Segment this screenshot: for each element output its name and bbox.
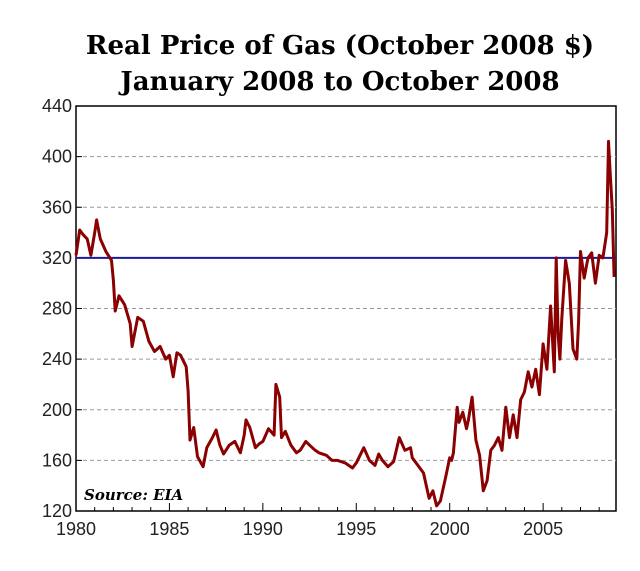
y-tick-label: 200 — [42, 400, 72, 420]
y-tick-label: 160 — [42, 450, 72, 470]
x-axis: 1980 1985 1990 1995 2000 2005 — [56, 503, 600, 539]
y-tick-label: 440 — [42, 96, 72, 116]
y-tick-label: 120 — [42, 501, 72, 521]
y-tick-label: 280 — [42, 299, 72, 319]
x-tick-label: 2000 — [430, 519, 470, 539]
x-tick-label: 1980 — [56, 519, 96, 539]
x-tick-label: 1990 — [243, 519, 283, 539]
y-tick-label: 360 — [42, 197, 72, 217]
y-axis: 120 160 200 240 280 320 360 400 440 — [42, 96, 82, 521]
chart-title-line1: Real Price of Gas (October 2008 $) — [85, 31, 595, 61]
chart-title-line2: January 2008 to October 2008 — [120, 67, 560, 97]
chart-title: Real Price of Gas (October 2008 $) Janua… — [60, 28, 620, 100]
x-tick-label: 1995 — [336, 519, 376, 539]
series-line-real-gas-price — [74, 139, 616, 508]
x-tick-label: 1985 — [149, 519, 189, 539]
source-annotation: Source: EIA — [84, 486, 183, 504]
y-tick-label: 240 — [42, 349, 72, 369]
y-tick-label: 400 — [42, 147, 72, 167]
y-tick-label: 320 — [42, 248, 72, 268]
x-tick-label: 2005 — [523, 519, 563, 539]
